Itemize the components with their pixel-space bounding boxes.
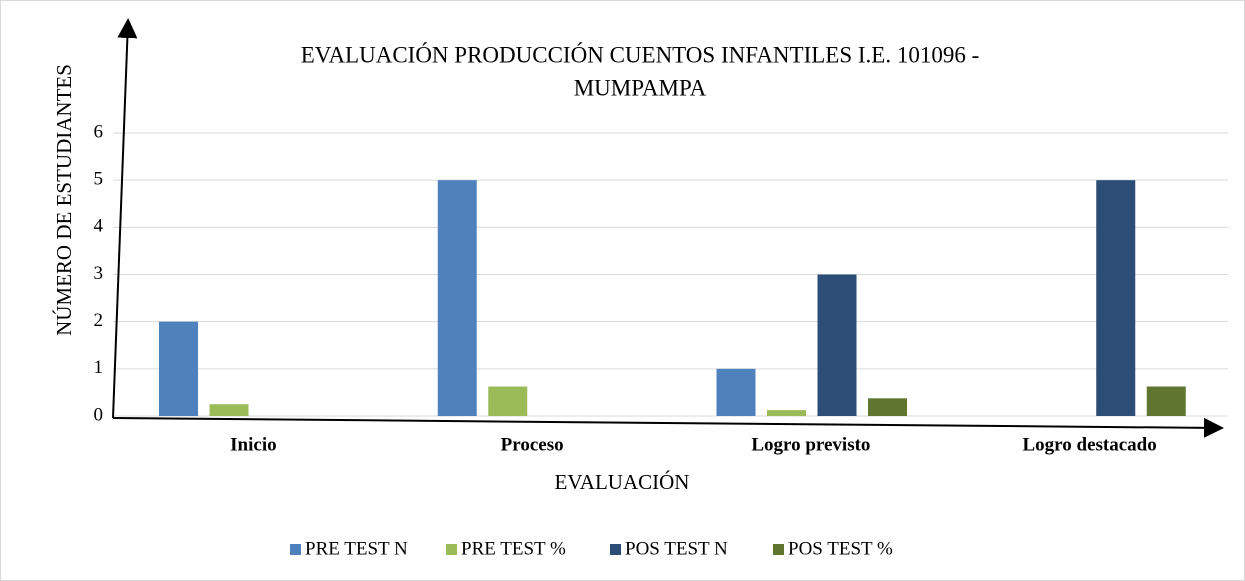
legend-label: PRE TEST N [305, 538, 408, 559]
y-tick-label: 6 [94, 121, 104, 142]
legend-swatch [446, 544, 457, 555]
legend-label: POS TEST % [788, 538, 893, 559]
bar [159, 321, 198, 416]
bar [437, 180, 477, 416]
y-tick-label: 1 [94, 357, 104, 378]
x-tick-label: Logro destacado [1023, 434, 1157, 455]
bar [817, 274, 857, 416]
bar [767, 410, 806, 416]
bar [1146, 386, 1186, 416]
y-tick-label: 2 [94, 310, 104, 331]
chart-title: EVALUACIÓN PRODUCCIÓN CUENTOS INFANTILES… [301, 41, 980, 67]
plot-area: 0 1 2 3 4 5 6 Inicio Proceso Logro previsto Logro … [94, 121, 1228, 559]
y-tick-label: 4 [94, 216, 104, 237]
x-tick-label: Inicio [230, 434, 276, 455]
bar [1096, 180, 1136, 416]
x-axis-label: EVALUACIÓN [555, 470, 690, 494]
y-tick-label: 0 [94, 404, 104, 425]
x-axis [112, 417, 1224, 438]
bar [209, 404, 249, 416]
legend-label: POS TEST N [625, 538, 728, 559]
bar [488, 386, 528, 416]
x-tick-label: Proceso [501, 434, 564, 455]
y-tick-label: 3 [94, 263, 104, 284]
y-axis-label: NÚMERO DE ESTUDIANTES [52, 64, 76, 336]
legend-swatch [773, 544, 784, 555]
chart-title: MUMPAMPA [574, 75, 707, 100]
legend-swatch [610, 544, 621, 555]
x-tick-label: Logro previsto [751, 434, 870, 455]
y-axis [112, 18, 138, 419]
y-tick-label: 5 [94, 169, 104, 190]
legend-swatch [290, 544, 301, 555]
legend-label: PRE TEST % [461, 538, 566, 559]
bar [868, 398, 907, 416]
bar [716, 368, 756, 416]
